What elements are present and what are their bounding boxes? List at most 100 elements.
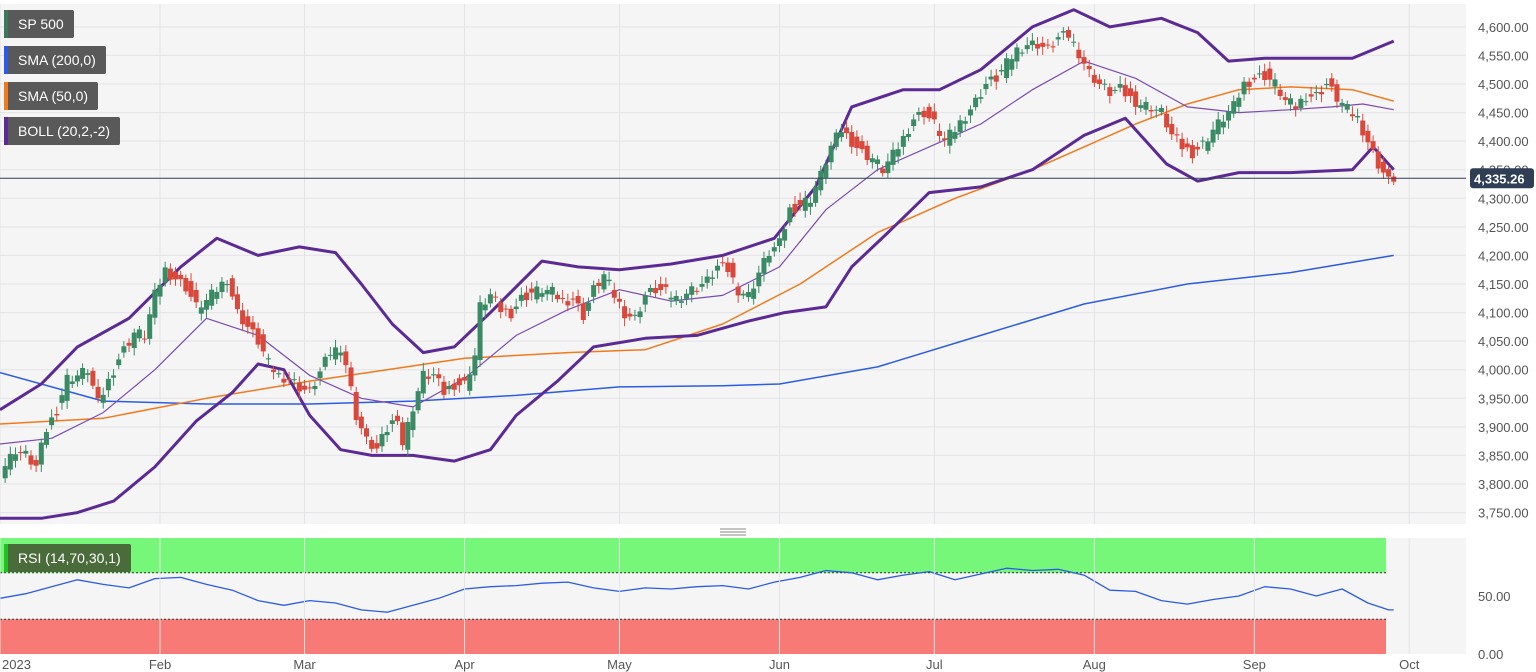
candle-down bbox=[1189, 145, 1195, 159]
candle-up bbox=[1220, 121, 1226, 128]
x-tick-label: Aug bbox=[1083, 657, 1106, 672]
candle-up bbox=[23, 450, 29, 454]
candle-down bbox=[1081, 57, 1087, 64]
candle-down bbox=[730, 262, 736, 278]
candle-up bbox=[549, 286, 555, 295]
candle-up bbox=[467, 374, 473, 391]
candle-up bbox=[678, 301, 684, 303]
candle-up bbox=[1241, 81, 1247, 95]
candle-down bbox=[622, 306, 628, 319]
candle-up bbox=[1257, 73, 1263, 75]
pane-divider[interactable] bbox=[0, 526, 1466, 536]
candle-up bbox=[152, 289, 158, 318]
candle-up bbox=[1324, 84, 1330, 86]
candle-up bbox=[7, 453, 13, 470]
candle-up bbox=[890, 149, 896, 165]
candle-down bbox=[575, 296, 581, 304]
candle-down bbox=[250, 322, 256, 330]
candle-down bbox=[1282, 97, 1288, 100]
candle-up bbox=[983, 84, 989, 90]
y-tick-label: 3,900.00 bbox=[1478, 420, 1529, 435]
legend-sma-50[interactable]: SMA (50,0) bbox=[4, 82, 99, 110]
candle-up bbox=[952, 132, 958, 139]
candle-up bbox=[978, 97, 984, 99]
candle-down bbox=[565, 301, 571, 306]
candle-up bbox=[709, 277, 715, 279]
candle-down bbox=[1035, 44, 1041, 49]
candle-down bbox=[18, 452, 24, 453]
candle-up bbox=[782, 229, 788, 241]
candle-down bbox=[725, 262, 731, 272]
candle-down bbox=[1184, 143, 1190, 148]
candle-up bbox=[534, 286, 540, 300]
candle-up bbox=[111, 375, 117, 378]
candle-up bbox=[906, 134, 912, 138]
candle-up bbox=[900, 136, 906, 147]
candle-down bbox=[844, 127, 850, 134]
y-tick-label: 4,550.00 bbox=[1478, 48, 1529, 63]
legend-rsi[interactable]: RSI (14,70,30,1) bbox=[4, 544, 131, 572]
legend-boll[interactable]: BOLL (20,2,-2) bbox=[4, 117, 121, 145]
candle-down bbox=[580, 303, 586, 320]
y-tick-label: 3,850.00 bbox=[1478, 448, 1529, 463]
candle-down bbox=[126, 342, 132, 346]
candle-up bbox=[787, 207, 793, 223]
candle-up bbox=[420, 370, 426, 394]
candle-down bbox=[260, 334, 266, 352]
candle-up bbox=[947, 129, 953, 146]
candle-down bbox=[1050, 46, 1056, 48]
x-tick-label: Oct bbox=[1399, 657, 1420, 672]
candle-up bbox=[333, 347, 339, 360]
candle-up bbox=[2, 466, 8, 479]
candle-down bbox=[658, 284, 664, 290]
candle-up bbox=[203, 300, 209, 310]
sma-50-line bbox=[0, 86, 1394, 425]
candle-down bbox=[735, 286, 741, 296]
legend-sma-200[interactable]: SMA (200,0) bbox=[4, 46, 106, 74]
candle-down bbox=[462, 377, 468, 381]
candle-up bbox=[209, 289, 215, 306]
candle-up bbox=[131, 332, 137, 348]
candle-down bbox=[353, 392, 359, 420]
candle-up bbox=[1231, 101, 1237, 114]
candle-up bbox=[219, 281, 225, 292]
candle-down bbox=[1195, 146, 1201, 150]
x-tick-label: Sep bbox=[1243, 657, 1266, 672]
candle-down bbox=[493, 296, 499, 298]
candle-up bbox=[389, 420, 395, 424]
candle-up bbox=[1024, 45, 1030, 50]
y-tick-label: 3,800.00 bbox=[1478, 477, 1529, 492]
candle-up bbox=[116, 359, 122, 366]
candle-down bbox=[245, 316, 251, 327]
candle-up bbox=[1287, 98, 1293, 105]
y-tick-label: 3,750.00 bbox=[1478, 506, 1529, 521]
legend-sp500[interactable]: SP 500 bbox=[4, 10, 74, 38]
candle-down bbox=[663, 284, 669, 287]
candle-up bbox=[833, 132, 839, 147]
candle-down bbox=[1097, 79, 1102, 84]
candle-down bbox=[792, 204, 798, 213]
candle-down bbox=[1169, 124, 1175, 135]
candle-up bbox=[446, 386, 452, 390]
candle-up bbox=[1112, 90, 1118, 91]
candle-down bbox=[616, 298, 622, 302]
candle-up bbox=[766, 256, 772, 263]
x-axis: 2023 Feb Mar Apr May Jun Jul Aug Sep Oct bbox=[0, 538, 1420, 672]
candle-up bbox=[632, 314, 638, 316]
candle-down bbox=[1251, 77, 1257, 80]
candle-up bbox=[1344, 104, 1350, 110]
candle-down bbox=[425, 376, 431, 379]
candle-up bbox=[642, 295, 648, 305]
candle-down bbox=[1277, 89, 1283, 96]
candle-up bbox=[312, 386, 318, 390]
candle-up bbox=[916, 112, 922, 115]
candle-up bbox=[601, 274, 607, 290]
candle-up bbox=[1215, 119, 1221, 135]
candle-up bbox=[740, 293, 746, 296]
candle-down bbox=[400, 422, 406, 446]
candle-up bbox=[606, 279, 612, 282]
candle-down bbox=[1380, 161, 1386, 173]
candle-up bbox=[384, 432, 390, 436]
candle-up bbox=[1339, 102, 1345, 106]
x-tick-label: Jul bbox=[926, 657, 943, 672]
